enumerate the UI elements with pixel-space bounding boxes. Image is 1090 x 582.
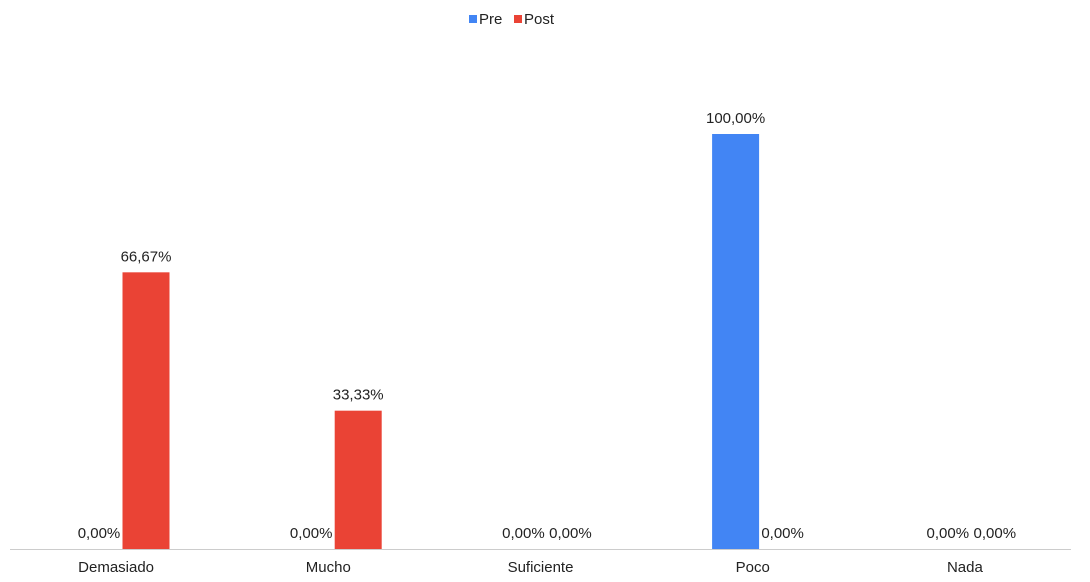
bar-post-demasiado <box>122 272 170 549</box>
legend-label-pre: Pre <box>479 11 502 28</box>
x-tick-label-demasiado: Demasiado <box>78 559 154 576</box>
data-label-post-poco: 0,00% <box>761 525 804 542</box>
x-tick-label-suficiente: Suficiente <box>508 559 574 576</box>
data-label-pre-mucho: 0,00% <box>290 525 333 542</box>
data-label-post-nada: 0,00% <box>974 525 1017 542</box>
x-tick-label-poco: Poco <box>736 559 770 576</box>
data-label-post-suficiente: 0,00% <box>549 525 592 542</box>
legend-swatch-pre <box>469 15 477 23</box>
x-tick-labels-group: Demasiado Mucho Suficiente Poco Nada <box>78 559 983 576</box>
data-label-pre-nada: 0,00% <box>927 525 970 542</box>
data-label-post-demasiado: 66,67% <box>121 248 172 265</box>
data-label-post-mucho: 33,33% <box>333 387 384 404</box>
x-tick-label-mucho: Mucho <box>306 559 351 576</box>
data-labels-group: 0,00%66,67%0,00%33,33%0,00% 0,00%100,00%0… <box>78 110 1016 542</box>
legend-swatch-post <box>514 15 522 23</box>
bars-group <box>122 134 760 549</box>
data-label-pre-poco: 100,00% <box>706 110 765 127</box>
legend: Pre Post <box>469 11 555 28</box>
data-label-pre-suficiente: 0,00% <box>502 525 545 542</box>
bar-pre-poco <box>712 134 760 549</box>
data-label-pre-demasiado: 0,00% <box>78 525 121 542</box>
x-tick-label-nada: Nada <box>947 559 984 576</box>
bar-post-mucho <box>334 410 382 549</box>
legend-label-post: Post <box>524 11 555 28</box>
